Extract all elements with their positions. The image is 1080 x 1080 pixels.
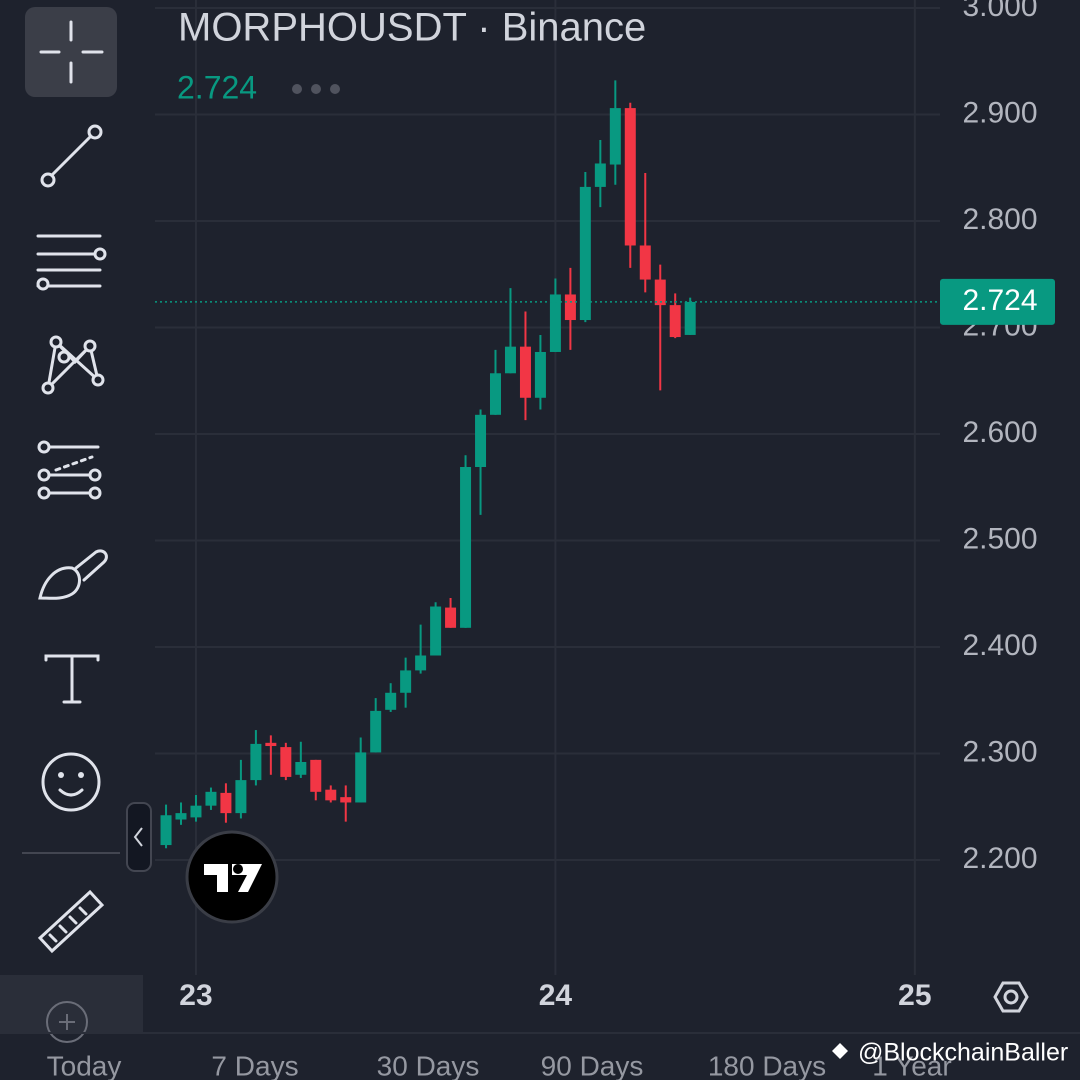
emoji-tool[interactable] xyxy=(41,752,101,812)
time-axis: 23 24 25 xyxy=(179,979,931,1012)
candle-body xyxy=(340,797,352,803)
candle-body xyxy=(475,414,487,467)
timeframe-bar: Today 7 Days 30 Days 90 Days 180 Days 1 Year xyxy=(47,1050,952,1080)
candle-body xyxy=(624,108,636,246)
candle-body xyxy=(220,792,232,814)
y-tick-label: 2.500 xyxy=(962,522,1037,555)
timeframe-button[interactable]: 180 Days xyxy=(708,1050,826,1080)
y-tick-label: 3.000 xyxy=(962,0,1037,23)
crosshair-tool[interactable] xyxy=(25,7,117,97)
candle-body xyxy=(519,346,531,398)
candle-body xyxy=(654,279,666,306)
candle-body xyxy=(489,373,501,415)
pattern-tool[interactable] xyxy=(41,335,105,395)
candle-body xyxy=(534,351,546,398)
candle-body xyxy=(460,466,472,628)
x-tick-label: 23 xyxy=(179,979,212,1012)
timeframe-button[interactable]: Today xyxy=(47,1050,122,1080)
last-price: 2.724 xyxy=(177,69,257,105)
y-tick-label: 2.600 xyxy=(962,416,1037,449)
candle-body xyxy=(639,245,651,280)
tradingview-logo[interactable] xyxy=(185,830,279,924)
brush-tool[interactable] xyxy=(38,549,108,600)
plot-area xyxy=(155,0,940,975)
last-price-tag xyxy=(940,278,1055,325)
candle-body xyxy=(609,108,621,165)
timeframe-button[interactable]: 90 Days xyxy=(541,1050,644,1080)
watermark-text: @BlockchainBaller xyxy=(858,1039,1068,1067)
candle-body xyxy=(549,294,561,352)
candle-body xyxy=(205,791,217,806)
candle-body xyxy=(175,813,187,820)
y-tick-label: 2.400 xyxy=(962,629,1037,662)
candle-body xyxy=(684,301,696,335)
candle-body xyxy=(310,759,322,792)
timeframe-button[interactable]: 1 Year xyxy=(872,1050,951,1080)
timeframe-button[interactable]: 30 Days xyxy=(377,1050,480,1080)
candle-body xyxy=(280,747,292,777)
collapse-toolbar[interactable] xyxy=(126,802,152,872)
candle-body xyxy=(579,186,591,321)
candle-body xyxy=(265,742,277,747)
candle-body xyxy=(325,789,337,801)
trend-line-tool[interactable] xyxy=(40,124,103,188)
x-tick-label: 25 xyxy=(898,979,931,1012)
candle-body xyxy=(385,692,397,710)
toolbar xyxy=(0,0,143,1043)
zoom-button[interactable] xyxy=(0,975,143,1043)
price-axis: 2.2002.3002.4002.5002.6002.7002.8002.900… xyxy=(940,0,1055,875)
timeframe-button[interactable]: 7 Days xyxy=(211,1050,298,1080)
watermark: @BlockchainBaller xyxy=(832,1039,1068,1067)
x-tick-label: 24 xyxy=(539,979,573,1012)
candle-body xyxy=(445,607,457,628)
candle-body xyxy=(250,743,262,781)
fib-tool[interactable] xyxy=(37,440,102,500)
candle-body xyxy=(235,780,247,814)
candle-body xyxy=(415,655,427,671)
candle-body xyxy=(400,670,412,693)
candle-body xyxy=(190,805,202,818)
y-tick-label: 2.800 xyxy=(962,203,1037,236)
candle-body xyxy=(564,294,576,321)
y-tick-label: 2.900 xyxy=(962,96,1037,129)
candle-body xyxy=(160,815,172,846)
chart-title: MORPHOUSDT · Binance xyxy=(178,6,646,50)
text-tool[interactable] xyxy=(44,654,100,704)
candle-body xyxy=(295,762,307,775)
ruler-tool[interactable] xyxy=(37,889,105,954)
more-dots[interactable] xyxy=(292,84,340,94)
candle-body xyxy=(370,710,382,753)
y-tick-label: 2.200 xyxy=(962,842,1037,875)
candle-body xyxy=(504,346,516,374)
y-tick-label: 2.300 xyxy=(962,735,1037,768)
candle-body xyxy=(355,752,367,803)
last-price-tag-label: 2.724 xyxy=(962,284,1037,317)
candle-body xyxy=(594,163,606,187)
horizontal-lines-tool[interactable] xyxy=(36,234,107,291)
candle-body xyxy=(669,305,681,338)
settings-button[interactable] xyxy=(993,981,1029,1013)
candle-body xyxy=(430,606,442,656)
